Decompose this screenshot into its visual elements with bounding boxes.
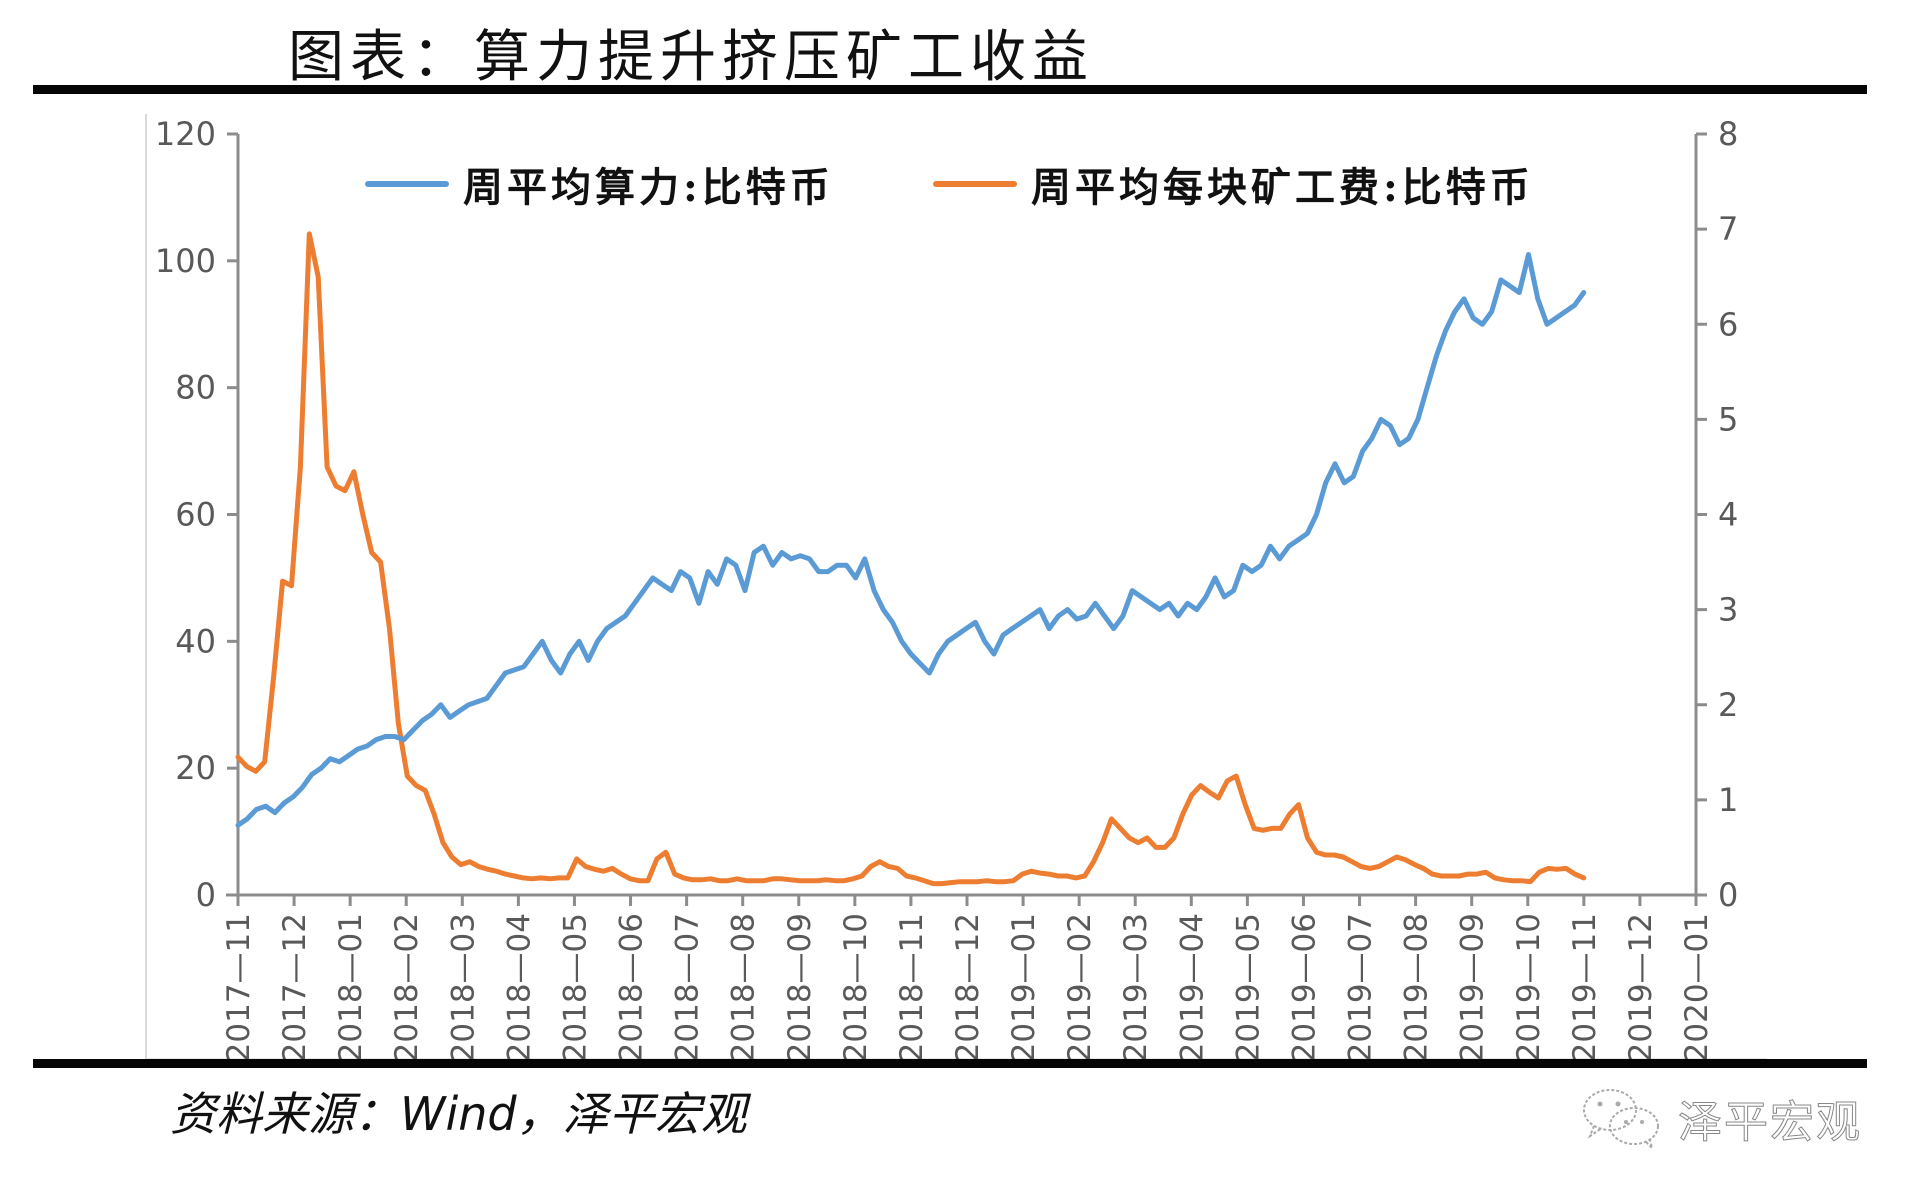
x-axis-tick-label: 2017—11 (221, 913, 257, 1062)
right-axis-tick-label: 7 (1718, 210, 1738, 248)
x-axis-tick-label: 2018—06 (614, 913, 650, 1062)
legend-item-hashrate: 周平均算力:比特币 (365, 155, 834, 213)
legend-swatch-orange (933, 181, 1017, 187)
x-axis-tick-label: 2018—01 (333, 913, 369, 1062)
x-axis-tick-label: 2018—12 (950, 913, 986, 1062)
x-axis-tick-label: 2020—01 (1679, 913, 1715, 1062)
axes: 0 20 40 60 80 100 120 0 1 2 3 4 5 6 7 8 2017—11 2017—12 20… (155, 115, 1738, 1062)
left-axis-tick-label: 80 (175, 369, 216, 407)
right-axis-tick-label: 2 (1718, 686, 1738, 724)
right-axis-tick-label: 6 (1718, 305, 1738, 343)
left-axis-tick-label: 0 (196, 876, 216, 914)
right-axis-tick-label: 5 (1718, 400, 1738, 438)
x-axis-tick-label: 2019—07 (1343, 913, 1379, 1062)
x-axis-tick-label: 2019—12 (1623, 913, 1659, 1062)
x-axis-tick-label: 2019—01 (1006, 913, 1042, 1062)
series-hashrate-line (235, 252, 1587, 828)
right-axis-tick-label: 0 (1718, 876, 1738, 914)
right-axis-tick-label: 1 (1718, 781, 1738, 819)
legend-label-hashrate: 周平均算力:比特币 (463, 164, 834, 211)
x-axis-tick-label: 2019—02 (1062, 913, 1098, 1062)
legend-swatch-blue (365, 181, 449, 187)
x-axis-tick-label: 2019—03 (1118, 913, 1154, 1062)
left-axis-tick-label: 40 (175, 622, 216, 660)
hashrate-polyline (235, 252, 1587, 828)
wechat-icon (1583, 1089, 1659, 1150)
x-axis-tick-label: 2019—10 (1511, 913, 1547, 1062)
x-axis-tick-label: 2017—12 (277, 913, 313, 1062)
x-axis-tick-label: 2018—11 (894, 913, 930, 1062)
x-axis-tick-label: 2018—10 (838, 913, 874, 1062)
left-axis-tick-label: 60 (175, 496, 216, 534)
x-axis-tick-label: 2018—08 (726, 913, 762, 1062)
x-axis-tick-label: 2019—05 (1230, 913, 1266, 1062)
x-axis-tick-label: 2019—04 (1174, 913, 1210, 1062)
top-divider (33, 85, 1867, 94)
x-axis-tick-label: 2019—11 (1567, 913, 1603, 1062)
right-axis-tick-label: 8 (1718, 115, 1738, 153)
legend-item-fee: 周平均每块矿工费:比特币 (933, 155, 1534, 213)
series-fee-line (235, 231, 1587, 887)
x-axis-tick-label: 2019—08 (1399, 913, 1435, 1062)
fee-polyline (235, 231, 1587, 887)
right-axis-tick-label: 3 (1718, 591, 1738, 629)
legend-label-fee: 周平均每块矿工费:比特币 (1031, 164, 1534, 211)
watermark-text: 泽平宏观 (1678, 1097, 1862, 1149)
bottom-divider (33, 1059, 1867, 1068)
x-axis-tick-label: 2018—07 (670, 913, 706, 1062)
source-note: 资料来源：Wind，泽平宏观 (170, 1087, 747, 1141)
x-axis-tick-label: 2019—09 (1455, 913, 1491, 1062)
plot-area-frame (145, 114, 1767, 1059)
x-axis-tick-label: 2018—09 (782, 913, 818, 1062)
x-axis-tick-label: 2018—02 (389, 913, 425, 1062)
watermark: 泽平宏观 (1580, 1086, 1862, 1150)
x-axis-tick-label: 2018—03 (445, 913, 481, 1062)
left-axis-tick-label: 120 (155, 115, 216, 153)
chart-title: 图表：算力提升挤压矿工收益 (288, 25, 1094, 90)
x-axis-tick-label: 2018—04 (501, 913, 537, 1062)
right-axis-tick-label: 4 (1718, 496, 1738, 534)
x-axis-tick-label: 2018—05 (557, 913, 593, 1062)
left-axis-tick-label: 100 (155, 242, 216, 280)
left-axis-tick-label: 20 (175, 749, 216, 787)
x-axis-tick-label: 2019—06 (1286, 913, 1322, 1062)
